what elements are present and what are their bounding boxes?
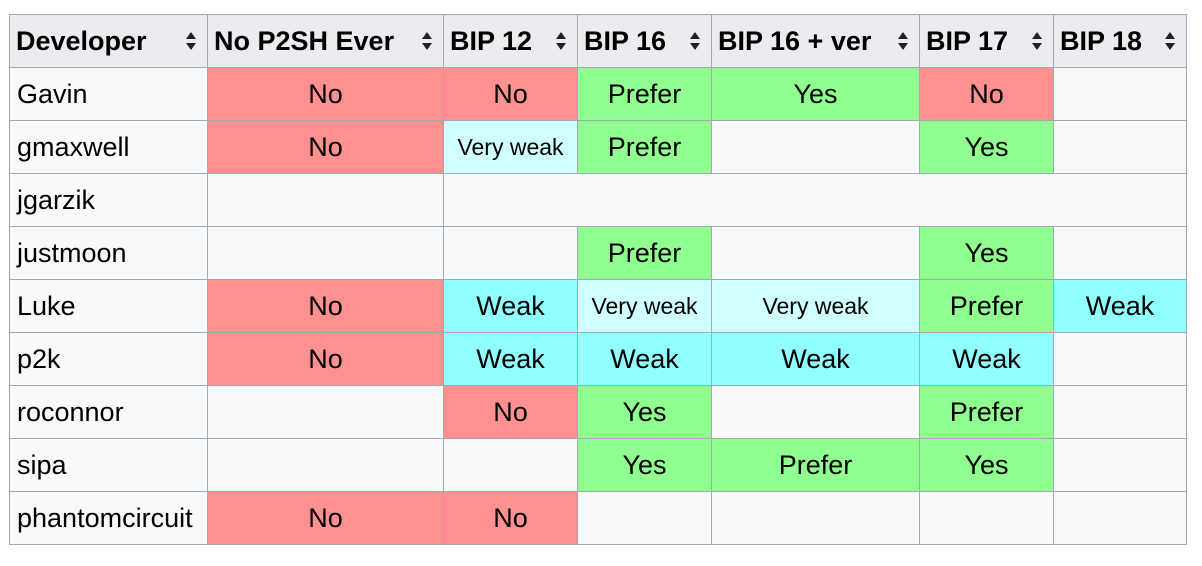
vote-cell (207, 438, 444, 492)
header-label: BIP 17 (926, 25, 1009, 56)
vote-cell: No (207, 120, 444, 174)
developer-name: phantomcircuit (9, 491, 208, 545)
vote-cell (1053, 120, 1187, 174)
vote-cell (577, 491, 712, 545)
table-body: Gavin No No Prefer Yes No gmaxwell No Very weak P… (9, 67, 1187, 545)
developer-name: justmoon (9, 226, 208, 280)
vote-cell: No (207, 67, 444, 121)
vote-cell (207, 173, 444, 227)
vote-cell: Weak (577, 332, 712, 386)
vote-cell: Weak (1053, 279, 1187, 333)
vote-cell (1053, 67, 1187, 121)
sort-arrows-icon[interactable] (185, 31, 197, 51)
table-row: gmaxwell No Very weak Prefer Yes (9, 120, 1187, 174)
vote-cell: Yes (711, 67, 920, 121)
header-label: Developer (16, 25, 147, 56)
sort-arrows-icon[interactable] (1164, 31, 1176, 51)
vote-cell (207, 385, 444, 439)
vote-cell: No (443, 491, 578, 545)
vote-cell: Very weak (577, 279, 712, 333)
vote-cell: Yes (577, 438, 712, 492)
vote-cell: Yes (919, 226, 1054, 280)
header-label: BIP 16 + ver (718, 25, 872, 56)
vote-cell (443, 226, 578, 280)
vote-cell: Very weak (443, 120, 578, 174)
vote-cell (919, 491, 1054, 545)
vote-cell (443, 438, 578, 492)
vote-cell: No (443, 385, 578, 439)
sort-arrows-icon[interactable] (555, 31, 567, 51)
column-header-bip-16-ver[interactable]: BIP 16 + ver (711, 14, 920, 68)
header-row: Developer No P2SH Ever BIP 12 BIP 16 BIP… (9, 14, 1187, 68)
vote-cell: Prefer (919, 385, 1054, 439)
vote-cell: Weak (443, 279, 578, 333)
vote-cell: No (919, 67, 1054, 121)
vote-cell: Yes (919, 438, 1054, 492)
developer-name: sipa (9, 438, 208, 492)
header-label: BIP 16 (584, 25, 667, 56)
table-row: roconnor No Yes Prefer (9, 385, 1187, 439)
vote-cell (1053, 226, 1187, 280)
table-row: Gavin No No Prefer Yes No (9, 67, 1187, 121)
vote-cell (207, 226, 444, 280)
column-header-bip-17[interactable]: BIP 17 (919, 14, 1054, 68)
developer-name: p2k (9, 332, 208, 386)
header-label: No P2SH Ever (214, 25, 395, 56)
vote-cell: Prefer (919, 279, 1054, 333)
table-row: justmoon Prefer Yes (9, 226, 1187, 280)
vote-cell: Prefer (711, 438, 920, 492)
developer-name: Gavin (9, 67, 208, 121)
vote-cell (443, 173, 1187, 227)
table-row: jgarzik (9, 173, 1187, 227)
vote-cell: Yes (577, 385, 712, 439)
vote-cell: Prefer (577, 120, 712, 174)
vote-cell: No (207, 279, 444, 333)
table-row: phantomcircuit No No (9, 491, 1187, 545)
vote-cell (711, 491, 920, 545)
sort-arrows-icon[interactable] (421, 31, 433, 51)
sort-arrows-icon[interactable] (1031, 31, 1043, 51)
vote-cell: No (207, 491, 444, 545)
vote-cell (1053, 385, 1187, 439)
header-label: BIP 12 (450, 25, 533, 56)
developer-name: Luke (9, 279, 208, 333)
column-header-bip-12[interactable]: BIP 12 (443, 14, 578, 68)
developer-name: jgarzik (9, 173, 208, 227)
vote-cell (1053, 438, 1187, 492)
vote-cell: No (207, 332, 444, 386)
vote-cell: Yes (919, 120, 1054, 174)
header-label: BIP 18 (1060, 25, 1143, 56)
vote-cell (711, 226, 920, 280)
sort-arrows-icon[interactable] (689, 31, 701, 51)
p2sh-support-table: Developer No P2SH Ever BIP 12 BIP 16 BIP… (9, 14, 1187, 545)
vote-cell: Prefer (577, 67, 712, 121)
vote-cell: Very weak (711, 279, 920, 333)
vote-cell (711, 120, 920, 174)
column-header-developer[interactable]: Developer (9, 14, 208, 68)
vote-cell: Weak (919, 332, 1054, 386)
sort-arrows-icon[interactable] (897, 31, 909, 51)
developer-name: roconnor (9, 385, 208, 439)
column-header-no-p2sh-ever[interactable]: No P2SH Ever (207, 14, 444, 68)
vote-cell (1053, 491, 1187, 545)
vote-cell (711, 385, 920, 439)
table-row: Luke No Weak Very weak Very weak Prefer Weak (9, 279, 1187, 333)
vote-cell: No (443, 67, 578, 121)
table-row: p2k No Weak Weak Weak Weak (9, 332, 1187, 386)
vote-cell (1053, 332, 1187, 386)
developer-name: gmaxwell (9, 120, 208, 174)
column-header-bip-18[interactable]: BIP 18 (1053, 14, 1187, 68)
vote-cell: Weak (443, 332, 578, 386)
vote-cell: Prefer (577, 226, 712, 280)
column-header-bip-16[interactable]: BIP 16 (577, 14, 712, 68)
vote-cell: Weak (711, 332, 920, 386)
table-row: sipa Yes Prefer Yes (9, 438, 1187, 492)
